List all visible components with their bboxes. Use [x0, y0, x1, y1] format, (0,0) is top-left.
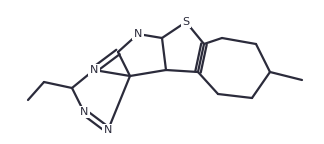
Text: N: N	[90, 65, 98, 75]
Text: N: N	[80, 107, 88, 117]
Text: N: N	[134, 29, 142, 39]
Text: S: S	[182, 17, 190, 27]
Text: N: N	[104, 125, 112, 135]
